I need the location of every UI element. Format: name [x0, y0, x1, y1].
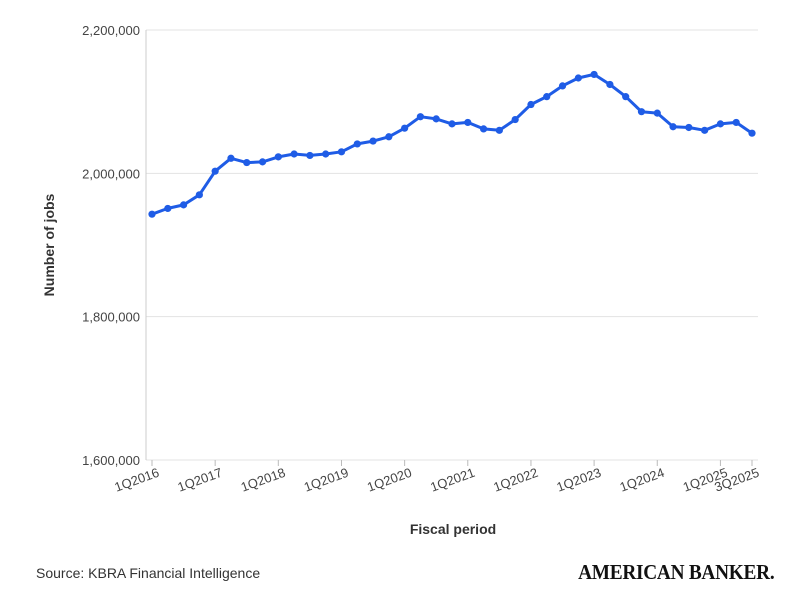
data-point [290, 150, 298, 158]
data-point [653, 109, 661, 117]
line-chart: 1,600,000 1,800,000 2,000,000 2,200,000 1Q2… [41, 23, 761, 537]
x-tick-label: 1Q2017 [176, 465, 225, 495]
source-note: Source: KBRA Financial Intelligence [36, 565, 261, 581]
x-tick-label: 1Q2019 [302, 465, 351, 495]
y-axis-title: Number of jobs [41, 193, 57, 296]
data-point [164, 204, 172, 213]
data-point [558, 82, 567, 90]
data-point [353, 140, 361, 148]
data-point [574, 74, 582, 82]
data-point [369, 137, 377, 145]
y-tick-label: 2,000,000 [82, 166, 140, 181]
data-point [385, 133, 393, 141]
data-point [195, 191, 203, 199]
data-point [464, 118, 472, 127]
x-tick-label: 1Q2020 [365, 465, 414, 495]
data-point [590, 70, 598, 79]
data-points [148, 70, 756, 218]
data-point [227, 154, 235, 162]
x-tick-label: 1Q2016 [112, 465, 161, 495]
data-point [306, 151, 314, 160]
data-point [606, 80, 614, 89]
data-point [322, 150, 330, 158]
data-point [637, 108, 646, 116]
data-point [479, 125, 488, 133]
data-point [258, 158, 267, 166]
data-point [527, 100, 535, 109]
x-axis-title: Fiscal period [410, 521, 496, 537]
data-point [416, 113, 425, 121]
y-tick-label: 1,800,000 [82, 310, 140, 325]
data-point [148, 210, 156, 218]
data-point [543, 93, 551, 101]
data-point [401, 124, 409, 132]
x-tick-label: 1Q2018 [239, 465, 288, 495]
data-point [732, 118, 740, 127]
data-point [448, 120, 456, 128]
data-point [274, 153, 282, 161]
data-point [748, 129, 756, 137]
data-point [701, 126, 709, 134]
data-point [211, 167, 219, 175]
data-point [179, 201, 188, 209]
data-point [337, 148, 346, 156]
data-point [716, 120, 725, 128]
gridlines [145, 29, 758, 461]
data-point [432, 115, 440, 123]
data-point [495, 126, 503, 134]
y-tick-label: 2,200,000 [82, 23, 140, 38]
data-point [669, 123, 677, 131]
x-tick-label: 1Q2022 [491, 465, 540, 495]
y-tick-label: 1,600,000 [82, 453, 140, 468]
series-line [151, 72, 753, 216]
american-banker-logo: AMERICAN BANKER. [577, 560, 775, 584]
data-point [685, 123, 693, 132]
y-axis-ticks: 1,600,000 1,800,000 2,000,000 2,200,000 [82, 23, 140, 468]
x-tick-label: 1Q2021 [428, 465, 477, 495]
x-tick-label: 1Q2023 [555, 465, 604, 495]
data-point [243, 158, 251, 167]
data-point [511, 115, 519, 124]
data-point [622, 93, 630, 101]
x-tick-label: 1Q2024 [618, 465, 667, 495]
x-axis-ticks: 1Q2016 1Q2017 1Q2018 1Q2019 1Q2020 1Q2021 1Q20… [112, 460, 761, 495]
